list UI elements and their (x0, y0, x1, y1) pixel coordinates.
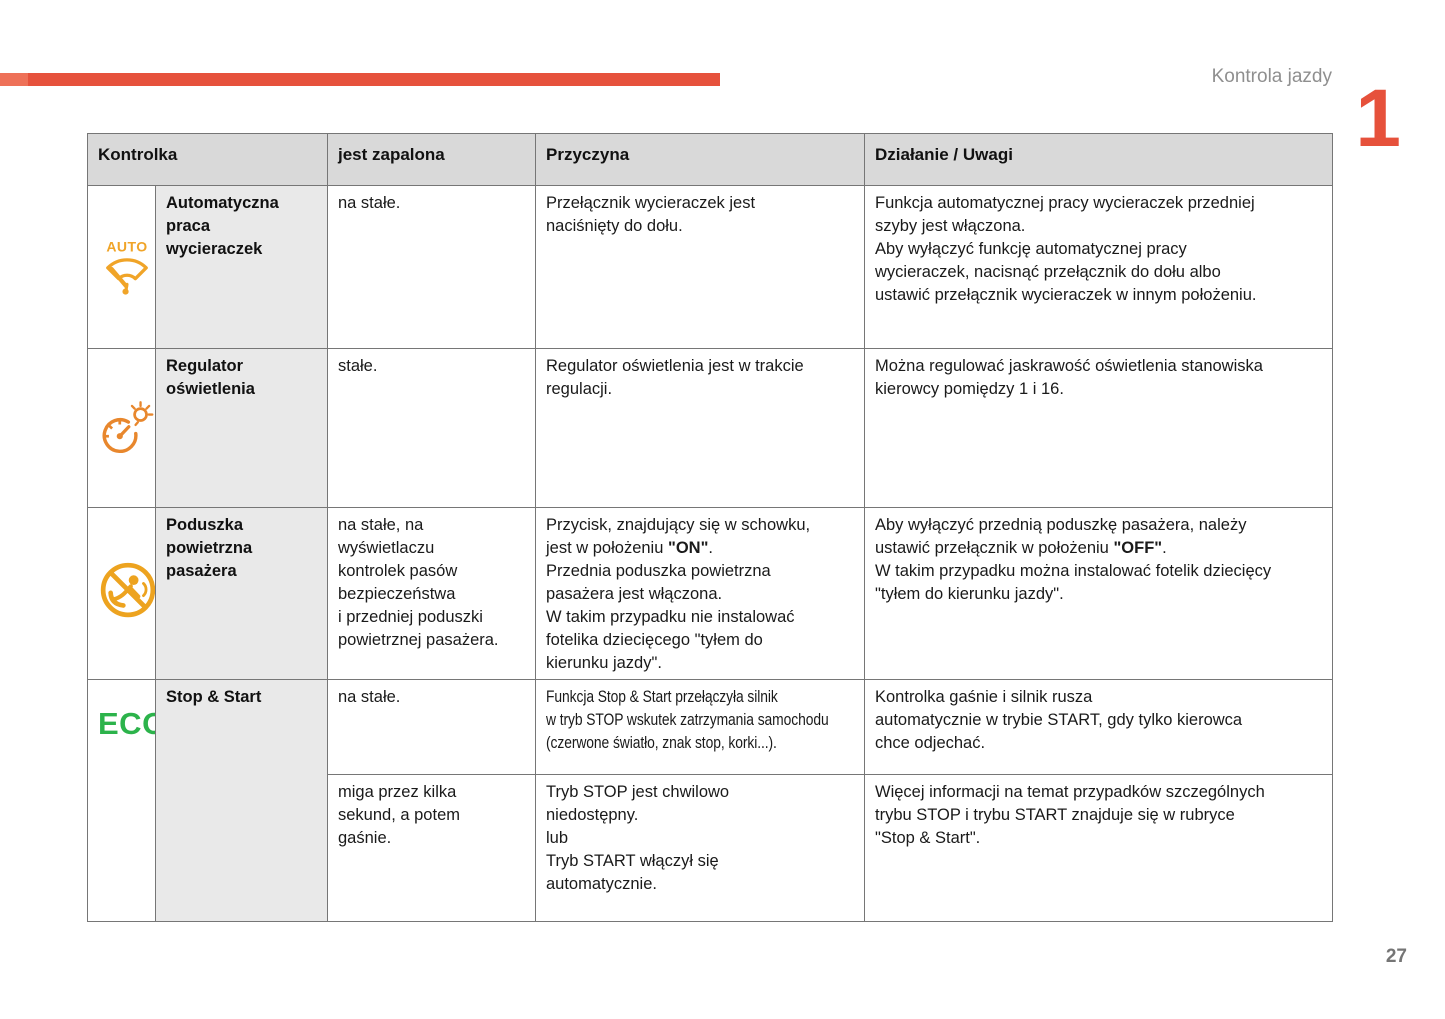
przyczyna-text: Funkcja Stop & Start przełączyła silnik … (546, 688, 829, 752)
przyczyna-cell: Tryb STOP jest chwilowo niedostępny. lub… (535, 774, 865, 922)
icon-cell: ECO (87, 679, 156, 922)
header-kontrolka: Kontrolka (87, 133, 328, 186)
lighting-regulator-icon (98, 401, 154, 457)
header-przyczyna: Przyczyna (535, 133, 865, 186)
table-row: Regulator oświetlenia stałe. Regulator o… (87, 348, 1333, 508)
table-header-row: Kontrolka jest zapalona Przyczyna Działa… (87, 133, 1333, 186)
przyczyna-text: Przycisk, znajdujący się w schowku, jest… (546, 516, 811, 557)
indicator-label: Regulator oświetlenia (155, 348, 328, 508)
przyczyna-cell: Przycisk, znajdujący się w schowku, jest… (535, 507, 865, 680)
chapter-number: 1 (1355, 73, 1401, 164)
icon-cell (87, 507, 156, 680)
dzialanie-cell: Aby wyłączyć przednią poduszkę pasażera,… (864, 507, 1333, 680)
przyczyna-cell: Przełącznik wycieraczek jest naciśnięty … (535, 185, 865, 349)
running-header: Kontrola jazdy (1211, 66, 1332, 87)
przyczyna-cell: Regulator oświetlenia jest w trakcie reg… (535, 348, 865, 508)
indicator-label: Automatyczna praca wycieraczek (155, 185, 328, 349)
przyczyna-text: . Przednia poduszka powietrzna pasażera … (546, 539, 795, 672)
warning-lights-table: Kontrolka jest zapalona Przyczyna Działa… (87, 133, 1333, 922)
indicator-label: Stop & Start (155, 679, 328, 922)
table-row: miga przez kilka sekund, a potem gaśnie.… (88, 774, 1333, 922)
dzialanie-cell: Więcej informacji na temat przypadków sz… (864, 774, 1333, 922)
dzialanie-text: Aby wyłączyć przednią poduszkę pasażera,… (875, 516, 1247, 557)
table-row: AUTO Automatyczna praca wycieraczek na s… (87, 185, 1333, 349)
dzialanie-text: . W takim przypadku można instalować fot… (875, 539, 1272, 603)
dzialanie-cell: Można regulować jaskrawość oświetlenia s… (864, 348, 1333, 508)
page-number: 27 (1385, 946, 1407, 967)
jest-zapalona-cell: miga przez kilka sekund, a potem gaśnie. (327, 774, 536, 922)
jest-zapalona-cell: na stałe. (327, 185, 536, 349)
chapter-accent-bar (0, 73, 720, 86)
jest-zapalona-cell: stałe. (327, 348, 536, 508)
table-row: Poduszka powietrzna pasażera na stałe, n… (87, 507, 1333, 680)
przyczyna-bold-text: "ON" (668, 539, 709, 557)
auto-wiper-icon-label: AUTO (106, 239, 147, 255)
dzialanie-cell: Funkcja automatycznej pracy wycieraczek … (864, 185, 1333, 349)
przyczyna-cell: Funkcja Stop & Start przełączyła silnik … (535, 679, 865, 775)
icon-cell (87, 348, 156, 508)
jest-zapalona-cell: na stałe, na wyświetlaczu kontrolek pasó… (327, 507, 536, 680)
table-row: ECO Stop & Start na stałe. Funkcja Stop … (87, 679, 1333, 922)
icon-cell: AUTO (87, 185, 156, 349)
passenger-airbag-icon (98, 560, 155, 620)
dzialanie-cell: Kontrolka gaśnie i silnik rusza automaty… (864, 679, 1333, 775)
dzialanie-bold-text: "OFF" (1113, 539, 1163, 557)
jest-zapalona-cell: na stałe. (327, 679, 536, 775)
eco-icon: ECO (98, 706, 155, 741)
auto-wiper-icon: AUTO (98, 238, 148, 298)
header-jest-zapalona: jest zapalona (327, 133, 536, 186)
indicator-label: Poduszka powietrzna pasażera (155, 507, 328, 680)
header-dzialanie-uwagi: Działanie / Uwagi (864, 133, 1333, 186)
